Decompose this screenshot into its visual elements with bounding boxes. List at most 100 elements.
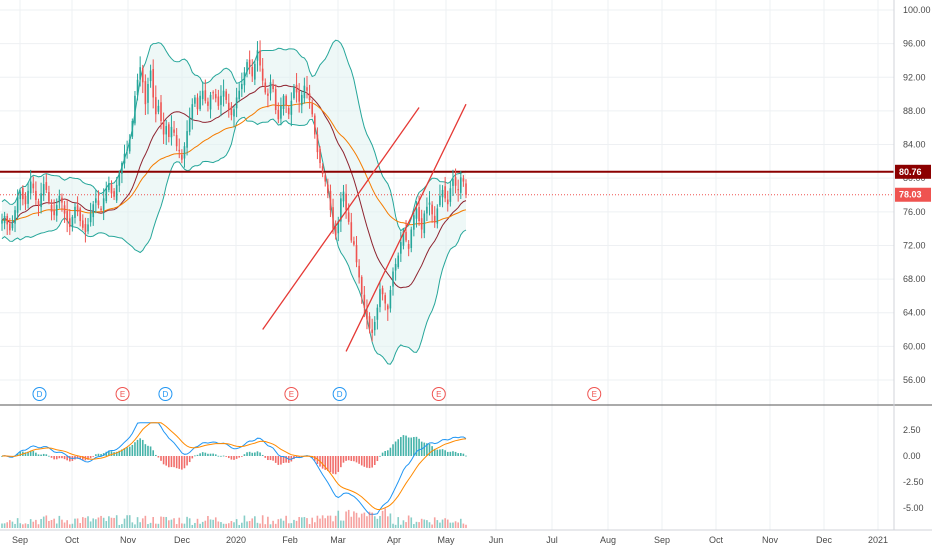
candle-down[interactable] — [113, 191, 115, 197]
candle-down[interactable] — [272, 85, 274, 90]
candle-up[interactable] — [58, 195, 61, 203]
candle-up[interactable] — [1, 220, 3, 224]
candle-down[interactable] — [332, 207, 334, 229]
candle-down[interactable] — [446, 199, 449, 205]
candle-down[interactable] — [22, 188, 24, 200]
candle-down[interactable] — [298, 90, 300, 102]
earnings-marker[interactable]: E — [115, 387, 130, 401]
candle-down[interactable] — [230, 106, 233, 116]
candle-down[interactable] — [212, 92, 214, 94]
candle-up[interactable] — [222, 90, 225, 97]
candle-down[interactable] — [319, 148, 321, 164]
candle-up[interactable] — [3, 216, 6, 224]
candle-down[interactable] — [405, 231, 407, 241]
candle-up[interactable] — [134, 95, 136, 124]
candle-down[interactable] — [50, 205, 53, 212]
candle-up[interactable] — [243, 72, 246, 86]
candle-down[interactable] — [100, 208, 102, 211]
candle-down[interactable] — [160, 102, 162, 121]
candle-down[interactable] — [45, 182, 48, 190]
candle-up[interactable] — [92, 204, 95, 218]
candle-up[interactable] — [157, 105, 160, 112]
candle-up[interactable] — [136, 79, 139, 96]
candle-up[interactable] — [11, 223, 14, 229]
candle-down[interactable] — [274, 89, 277, 111]
candle-up[interactable] — [199, 95, 201, 110]
candle-up[interactable] — [74, 206, 76, 218]
candle-down[interactable] — [433, 215, 436, 223]
candle-up[interactable] — [342, 191, 345, 202]
candle-up[interactable] — [246, 62, 248, 72]
candle-down[interactable] — [6, 215, 9, 225]
candle-down[interactable] — [227, 102, 230, 111]
candle-down[interactable] — [162, 121, 165, 135]
candle-down[interactable] — [84, 224, 87, 232]
candle-down[interactable] — [420, 218, 423, 230]
candle-down[interactable] — [371, 329, 373, 333]
candle-up[interactable] — [108, 183, 110, 190]
candle-down[interactable] — [324, 175, 327, 182]
lower-trendline[interactable] — [345, 103, 467, 352]
candle-down[interactable] — [259, 50, 261, 66]
candle-down[interactable] — [314, 115, 316, 135]
candle-down[interactable] — [329, 190, 332, 211]
candle-down[interactable] — [37, 201, 40, 206]
candle-up[interactable] — [121, 163, 123, 174]
candle-up[interactable] — [439, 195, 441, 206]
candle-down[interactable] — [285, 96, 287, 106]
candle-down[interactable] — [316, 134, 319, 153]
candle-up[interactable] — [340, 198, 342, 222]
candle-up[interactable] — [209, 94, 212, 110]
candle-down[interactable] — [217, 96, 220, 106]
candle-down[interactable] — [444, 186, 446, 199]
candle-up[interactable] — [165, 126, 168, 135]
candle-down[interactable] — [9, 223, 11, 231]
candle-down[interactable] — [141, 67, 144, 83]
candle-up[interactable] — [459, 177, 462, 193]
candle-up[interactable] — [194, 97, 196, 104]
candle-up[interactable] — [16, 196, 19, 213]
candle-up[interactable] — [71, 216, 74, 227]
candle-down[interactable] — [248, 59, 251, 68]
candle-down[interactable] — [76, 205, 79, 212]
candle-down[interactable] — [61, 197, 63, 203]
candle-up[interactable] — [201, 90, 204, 100]
candle-down[interactable] — [97, 200, 100, 206]
candle-down[interactable] — [368, 316, 371, 329]
candle-down[interactable] — [79, 208, 82, 222]
candle-down[interactable] — [321, 166, 324, 174]
earnings-marker[interactable]: E — [431, 387, 446, 401]
candle-down[interactable] — [381, 288, 384, 295]
candle-up[interactable] — [282, 95, 285, 109]
candle-down[interactable] — [306, 87, 308, 91]
candle-down[interactable] — [214, 94, 217, 99]
candle-down[interactable] — [327, 184, 329, 194]
candle-up[interactable] — [102, 198, 105, 210]
candle-up[interactable] — [410, 229, 413, 248]
candle-down[interactable] — [386, 305, 389, 310]
candle-up[interactable] — [373, 321, 376, 331]
candle-up[interactable] — [256, 50, 259, 61]
candle-up[interactable] — [233, 109, 235, 117]
candle-down[interactable] — [204, 90, 207, 101]
candle-down[interactable] — [358, 265, 360, 278]
candle-down[interactable] — [350, 222, 353, 241]
candle-down[interactable] — [225, 91, 227, 100]
candle-up[interactable] — [42, 184, 45, 196]
candle-down[interactable] — [66, 210, 68, 222]
candle-up[interactable] — [400, 242, 402, 254]
dividend-marker[interactable]: D — [32, 387, 47, 401]
candle-up[interactable] — [186, 131, 188, 148]
candle-down[interactable] — [48, 192, 50, 202]
candle-up[interactable] — [441, 189, 444, 198]
earnings-marker[interactable]: E — [587, 387, 602, 401]
candle-up[interactable] — [126, 149, 128, 151]
candle-up[interactable] — [238, 90, 241, 100]
candle-down[interactable] — [462, 178, 465, 182]
candle-down[interactable] — [110, 184, 113, 194]
candle-up[interactable] — [290, 100, 293, 115]
candle-up[interactable] — [123, 153, 126, 164]
candle-down[interactable] — [267, 93, 269, 96]
candle-down[interactable] — [196, 97, 199, 110]
